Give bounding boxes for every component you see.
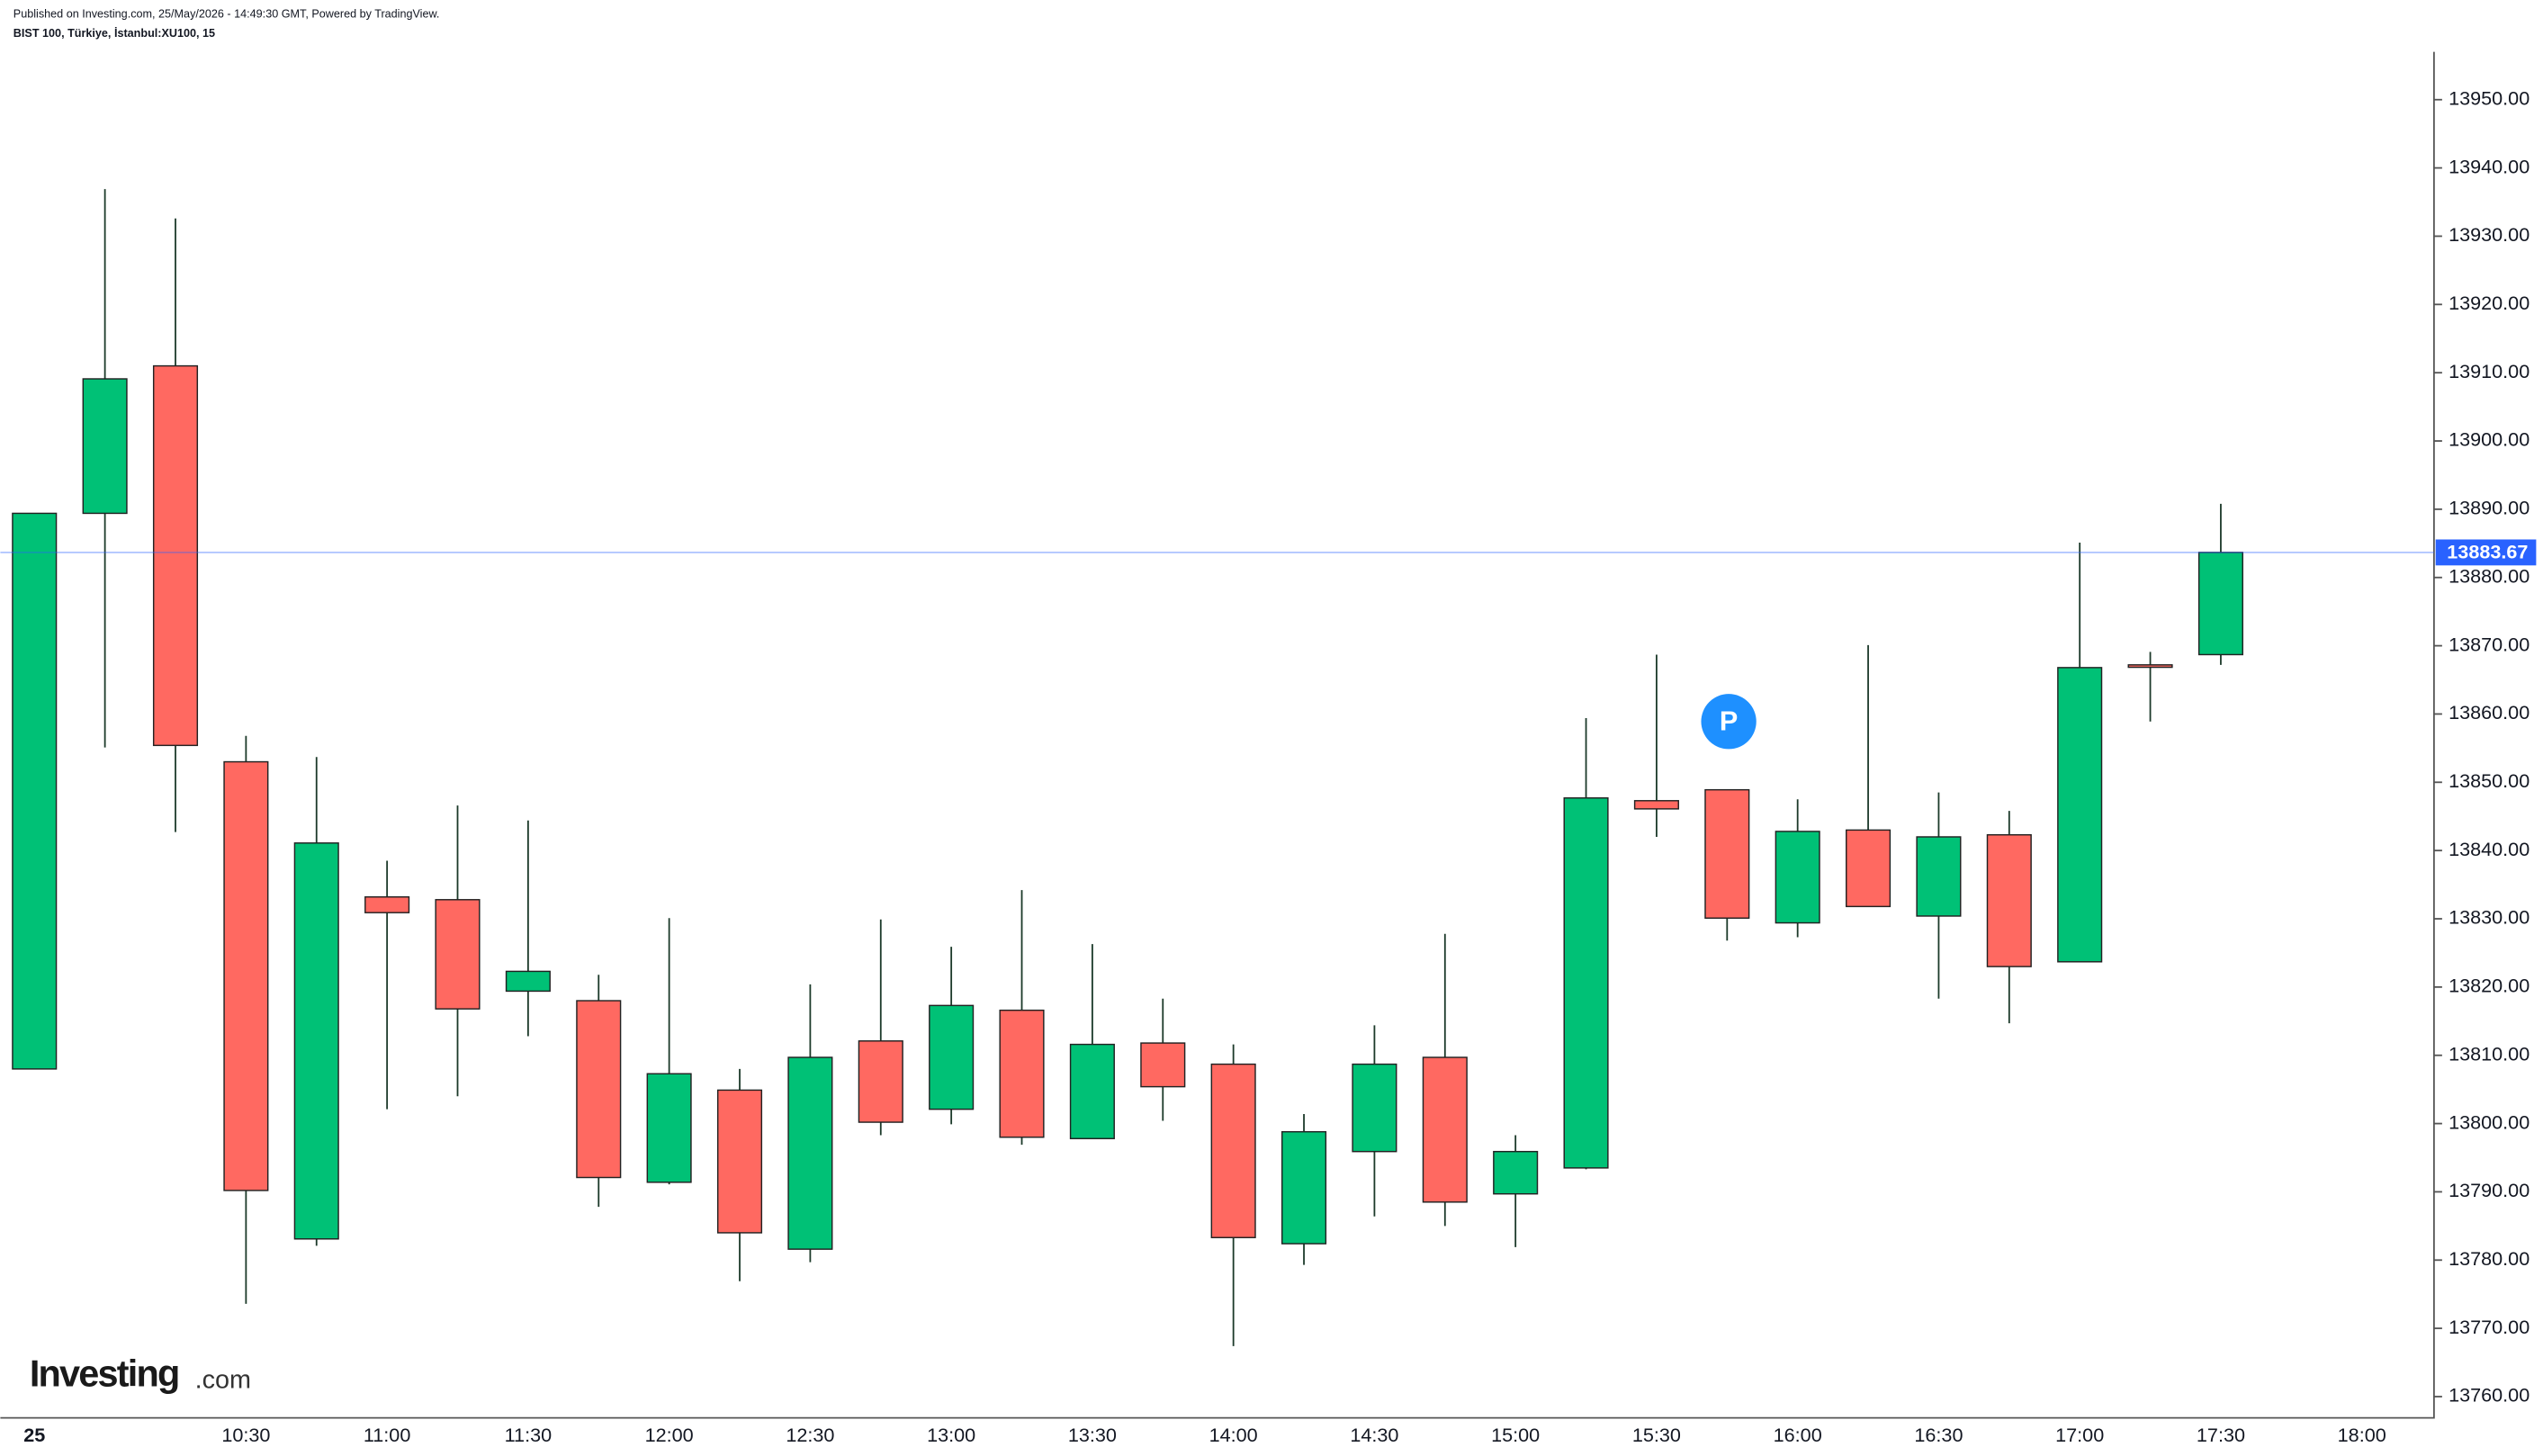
chart-title: Published on Investing.com, 25/May/2026 … xyxy=(13,8,440,21)
y-tick-label: 13940.00 xyxy=(2449,155,2530,177)
candle-body xyxy=(1210,1063,1256,1238)
candle-body xyxy=(1422,1056,1468,1203)
candle-body xyxy=(576,1000,622,1179)
candle-body xyxy=(223,760,269,1191)
y-tick-label: 13850.00 xyxy=(2449,769,2530,792)
x-tick-label: 13:00 xyxy=(927,1424,975,1446)
candle-body xyxy=(858,1040,903,1123)
candle-body xyxy=(82,378,128,515)
y-tick-label: 13810.00 xyxy=(2449,1042,2530,1065)
candle-body xyxy=(152,364,199,747)
y-tick-label: 13770.00 xyxy=(2449,1316,2530,1338)
annotation-text: P xyxy=(1720,706,1738,737)
candle-body xyxy=(1280,1130,1327,1245)
y-tick-label: 13800.00 xyxy=(2449,1110,2530,1133)
x-tick-label: 17:00 xyxy=(2055,1424,2104,1446)
candle-body xyxy=(1140,1042,1186,1088)
candle-body xyxy=(1563,797,1609,1169)
candle-body xyxy=(2197,552,2243,656)
y-tick-label: 13930.00 xyxy=(2449,223,2530,246)
x-tick-label: 15:00 xyxy=(1491,1424,1540,1446)
x-tick-label: 11:00 xyxy=(364,1424,410,1446)
x-tick-label: 10:30 xyxy=(221,1424,270,1446)
candle-body xyxy=(2057,667,2103,963)
x-tick-label: 12:00 xyxy=(645,1424,694,1446)
x-tick-label: 25 xyxy=(23,1424,45,1446)
candle-body xyxy=(1493,1150,1539,1195)
last-price-label: 13883.67 xyxy=(2447,541,2528,563)
y-tick-label: 13910.00 xyxy=(2449,360,2530,382)
candle-body xyxy=(1352,1063,1397,1153)
candle-body xyxy=(435,899,481,1010)
candle-body xyxy=(1704,788,1750,919)
y-tick-label: 13760.00 xyxy=(2449,1384,2530,1407)
candle-body xyxy=(1069,1043,1115,1139)
y-tick-label: 13900.00 xyxy=(2449,428,2530,451)
candle-body xyxy=(929,1004,975,1110)
x-tick-label: 16:30 xyxy=(1914,1424,1963,1446)
y-tick-label: 13840.00 xyxy=(2449,838,2530,860)
candle-body xyxy=(1916,836,1962,917)
y-tick-label: 13780.00 xyxy=(2449,1247,2530,1270)
y-tick-label: 13820.00 xyxy=(2449,975,2530,997)
candle-body xyxy=(364,896,410,913)
y-tick-label: 13920.00 xyxy=(2449,292,2530,314)
candle-body xyxy=(999,1009,1045,1138)
x-tick-label: 18:00 xyxy=(2338,1424,2386,1446)
candle-body xyxy=(1775,831,1820,924)
candle-body xyxy=(1633,800,1679,810)
y-tick-label: 13880.00 xyxy=(2449,564,2530,587)
y-tick-label: 13860.00 xyxy=(2449,701,2530,724)
x-tick-label: 14:30 xyxy=(1350,1424,1398,1446)
candle-body xyxy=(1986,833,2032,967)
candle-body xyxy=(12,512,58,1070)
y-tick-label: 13790.00 xyxy=(2449,1179,2530,1201)
x-tick-label: 13:30 xyxy=(1068,1424,1117,1446)
x-tick-label: 17:30 xyxy=(2197,1424,2245,1446)
x-tick-label: 14:00 xyxy=(1209,1424,1258,1446)
logo-suffix: .com xyxy=(195,1366,251,1395)
x-tick-label: 12:30 xyxy=(786,1424,834,1446)
logo-brand: Investing xyxy=(30,1353,179,1395)
last-price-box xyxy=(2435,539,2537,566)
x-tick-label: 16:00 xyxy=(1774,1424,1822,1446)
y-tick-label: 13830.00 xyxy=(2449,906,2530,929)
candle-body xyxy=(2127,664,2173,669)
candle-body xyxy=(716,1089,763,1234)
annotation-marker[interactable] xyxy=(1701,694,1757,750)
candle-body xyxy=(646,1073,692,1183)
chart-subtitle: BIST 100, Türkiye, İstanbul:XU100, 15 xyxy=(13,26,215,40)
candle-body xyxy=(787,1056,833,1250)
x-tick-label: 15:30 xyxy=(1632,1424,1681,1446)
candle-body xyxy=(505,970,551,993)
y-tick-label: 13870.00 xyxy=(2449,633,2530,655)
candle-body xyxy=(1846,829,1892,908)
y-tick-label: 13890.00 xyxy=(2449,497,2530,519)
y-tick-label: 13950.00 xyxy=(2449,86,2530,109)
candle-body xyxy=(293,842,339,1240)
x-tick-label: 11:30 xyxy=(505,1424,552,1446)
